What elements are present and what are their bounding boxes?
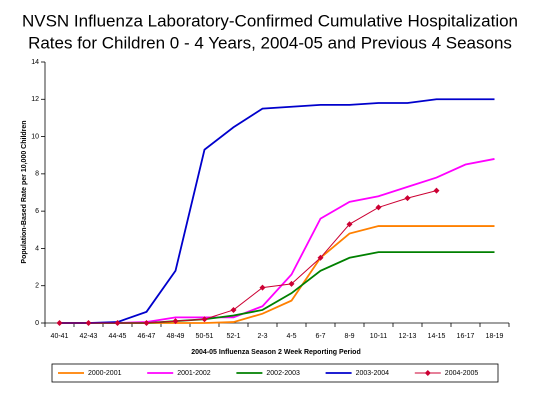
- x-tick-label: 40-41: [51, 333, 69, 340]
- legend-label: 2001-2002: [177, 370, 211, 377]
- x-tick-label: 12-13: [399, 333, 417, 340]
- legend-marker: [424, 370, 431, 376]
- point-marker: [56, 320, 63, 326]
- point-marker: [143, 320, 150, 326]
- y-tick-label: 10: [31, 133, 39, 140]
- legend-label: 2004-2005: [445, 370, 479, 377]
- point-marker: [404, 195, 411, 202]
- x-axis-label: 2004-05 Influenza Season 2 Week Reportin…: [191, 349, 360, 356]
- legend-label: 2000-2001: [88, 370, 122, 377]
- x-tick-label: 44-45: [109, 333, 127, 340]
- series-line: [59, 225, 495, 324]
- point-marker: [172, 318, 179, 325]
- x-tick-label: 10-11: [370, 333, 387, 340]
- y-tick-label: 6: [35, 208, 39, 215]
- y-tick-label: 12: [31, 96, 39, 103]
- point-marker: [433, 187, 440, 194]
- point-marker: [259, 284, 266, 291]
- x-tick-label: 46-47: [138, 333, 156, 340]
- series-line: [59, 158, 495, 324]
- x-tick-label: 2-3: [257, 333, 267, 340]
- x-tick-label: 16-17: [457, 333, 475, 340]
- y-tick-label: 4: [35, 245, 39, 252]
- x-tick-label: 42-43: [80, 333, 98, 340]
- y-axis-label: Population-Based Rate per 10,000 Childre…: [21, 120, 28, 263]
- chart-title: NVSN Influenza Laboratory-Confirmed Cumu…: [22, 11, 518, 30]
- x-tick-label: 52-1: [226, 333, 240, 340]
- x-tick-label: 48-49: [167, 333, 185, 340]
- legend-box: [51, 363, 499, 383]
- legend-label: 2002-2003: [266, 370, 300, 377]
- series-line: [59, 251, 495, 324]
- y-tick-label: 14: [31, 59, 39, 66]
- x-tick-label: 50-51: [196, 333, 214, 340]
- x-tick-label: 14-15: [428, 333, 446, 340]
- y-tick-label: 8: [35, 171, 39, 178]
- point-marker: [85, 320, 92, 326]
- series-line: [59, 190, 437, 324]
- x-tick-label: 6-7: [315, 333, 325, 340]
- point-marker: [288, 280, 295, 287]
- point-marker: [317, 254, 324, 261]
- legend-label: 2003-2004: [356, 370, 390, 377]
- x-tick-label: 8-9: [344, 333, 354, 340]
- y-tick-label: 0: [35, 320, 39, 327]
- y-tick-label: 2: [35, 283, 39, 290]
- point-marker: [201, 316, 208, 323]
- point-marker: [230, 306, 237, 313]
- x-tick-label: 18-19: [486, 333, 504, 340]
- x-tick-label: 4-5: [286, 333, 296, 340]
- point-marker: [346, 221, 353, 228]
- point-marker: [375, 204, 382, 211]
- point-marker: [114, 320, 121, 326]
- chart-title: Rates for Children 0 - 4 Years, 2004-05 …: [28, 33, 512, 52]
- series-line: [59, 98, 495, 324]
